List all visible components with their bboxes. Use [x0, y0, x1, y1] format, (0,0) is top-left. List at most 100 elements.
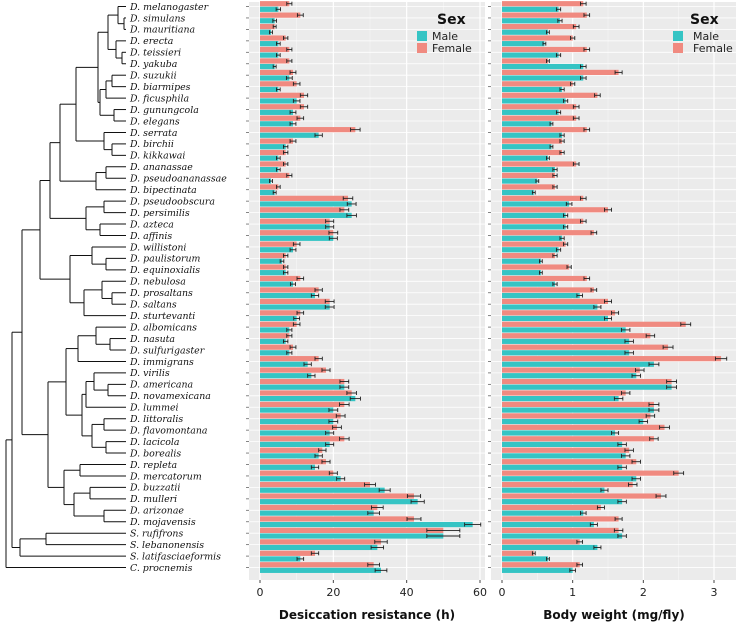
- weight-bar-male-d-ananassae: [502, 167, 555, 173]
- weight-bar-female-d-suzukii: [502, 69, 619, 75]
- weight-bar-female-d-affinis: [502, 230, 594, 236]
- desiccation-bar-male-d-nasuta: [260, 338, 286, 344]
- species-label-d-birchii: D. birchii: [129, 139, 174, 150]
- desiccation-bar-female-d-paulistorum: [260, 253, 286, 259]
- weight-bar-female-d-elegans: [502, 115, 577, 121]
- desiccation-bar-male-d-saltans: [260, 304, 330, 310]
- species-label-d-novamexicana: D. novamexicana: [129, 391, 211, 402]
- weight-bar-female-d-sturtevanti: [502, 310, 616, 316]
- weight-bar-female-d-serrata: [502, 127, 587, 133]
- weight-bar-female-d-simulans: [502, 12, 587, 18]
- desiccation-bar-male-d-simulans: [260, 18, 275, 24]
- weight-bar-male-d-azteca: [502, 224, 566, 230]
- phylogenetic-tree: [5, 6, 126, 569]
- desiccation-bar-female-d-melanogaster: [260, 1, 290, 7]
- weight-bar-female-d-mercatorum: [502, 470, 679, 476]
- weight-bar-male-d-buzzatii: [502, 487, 605, 493]
- desiccation-tick-label: 20: [326, 586, 340, 599]
- species-label-d-lummei: D. lummei: [129, 403, 179, 414]
- species-label-d-pseudoananassae: D. pseudoananassae: [129, 174, 227, 185]
- desiccation-bar-male-d-sturtevanti: [260, 315, 297, 322]
- desiccation-bar-male-s-lebanonensis: [260, 544, 378, 551]
- weight-bar-female-d-borealis: [502, 447, 630, 453]
- weight-bar-male-d-persimilis: [502, 212, 566, 218]
- desiccation-bar-male-d-paulistorum: [260, 258, 282, 264]
- desiccation-bar-female-d-azteca: [260, 218, 330, 224]
- weight-bar-male-d-flavomontana: [502, 430, 616, 436]
- desiccation-bar-male-d-melanogaster: [260, 6, 279, 12]
- weight-bar-male-s-rufifrons: [502, 533, 623, 539]
- desiccation-legend-male-swatch: [417, 31, 427, 41]
- desiccation-bar-female-d-lummei: [260, 401, 345, 408]
- weight-bar-female-d-nasuta: [502, 333, 651, 339]
- species-label-d-sulfurigaster: D. sulfurigaster: [129, 345, 205, 356]
- species-label-d-buzzatii: D. buzzatii: [129, 483, 180, 494]
- weight-bar-female-d-equinoxialis: [502, 264, 570, 270]
- desiccation-tick-label: 40: [400, 586, 414, 599]
- weight-bar-female-d-lacicola: [502, 436, 654, 442]
- weight-legend-female-label: Female: [693, 42, 733, 55]
- desiccation-bar-female-c-procnemis: [260, 562, 374, 568]
- desiccation-bar-female-d-ficusphila: [260, 92, 304, 98]
- weight-bar-male-d-repleta: [502, 464, 623, 470]
- desiccation-bar-male-d-bipectinata: [260, 189, 275, 196]
- weight-bar-female-c-procnemis: [502, 562, 580, 568]
- desiccation-bar-male-d-ficusphila: [260, 98, 297, 104]
- desiccation-bar-male-d-yakuba: [260, 63, 275, 70]
- desiccation-bar-female-d-mauritiana: [260, 24, 275, 30]
- weight-bar-female-d-prosaltans: [502, 287, 594, 293]
- weight-bar-female-d-virilis: [502, 367, 640, 373]
- weight-bar-male-d-birchii: [502, 144, 552, 150]
- desiccation-tick-label: 60: [473, 586, 487, 599]
- desiccation-bar-male-d-immigrans: [260, 361, 308, 367]
- desiccation-bar-male-d-novamexicana: [260, 396, 356, 402]
- desiccation-panel: 0 20 40 60 Desiccation resistance (h): [246, 1, 487, 622]
- desiccation-bar-female-d-pseudoobscura: [260, 195, 348, 201]
- desiccation-bar-male-d-nebulosa: [260, 281, 293, 287]
- weight-bar-male-d-equinoxialis: [502, 270, 541, 276]
- weight-bar-male-d-bipectinata: [502, 189, 534, 196]
- desiccation-bar-male-d-arizonae: [260, 510, 374, 516]
- desiccation-legend: Sex Male Female: [417, 12, 472, 55]
- desiccation-bar-male-d-lacicola: [260, 441, 330, 447]
- species-label-d-elegans: D. elegans: [129, 116, 180, 127]
- species-label-d-serrata: D. serrata: [129, 128, 177, 139]
- desiccation-bar-female-d-buzzatii: [260, 482, 370, 488]
- desiccation-bar-male-d-mulleri: [260, 499, 418, 505]
- weight-bar-male-s-latifasciaeformis: [502, 556, 548, 562]
- desiccation-bar-female-d-yakuba: [260, 58, 290, 64]
- desiccation-bar-male-d-teissieri: [260, 52, 279, 58]
- species-label-d-virilis: D. virilis: [129, 368, 170, 379]
- weight-bar-male-d-pseudoananassae: [502, 178, 538, 184]
- species-label-d-pseudoobscura: D. pseudoobscura: [129, 196, 215, 207]
- weight-bar-female-d-mojavensis: [502, 516, 619, 522]
- species-label-d-saltans: D. saltans: [129, 300, 177, 311]
- desiccation-bar-female-d-prosaltans: [260, 287, 319, 293]
- weight-bar-female-d-mauritiana: [502, 24, 577, 30]
- desiccation-bar-female-d-nebulosa: [260, 275, 301, 282]
- desiccation-bar-male-d-pseudoobscura: [260, 201, 352, 207]
- weight-bar-male-d-virilis: [502, 373, 637, 379]
- desiccation-bar-female-d-borealis: [260, 447, 323, 453]
- desiccation-bar-male-d-mojavensis: [260, 521, 473, 528]
- desiccation-bar-female-d-pseudoananassae: [260, 172, 290, 179]
- desiccation-bar-male-d-erecta: [260, 41, 279, 47]
- weight-bar-female-d-kikkawai: [502, 149, 563, 156]
- weight-bar-male-d-sturtevanti: [502, 315, 608, 322]
- species-label-d-equinoxialis: D. equinoxialis: [129, 265, 200, 276]
- species-label-d-prosaltans: D. prosaltans: [129, 288, 193, 299]
- desiccation-bar-female-d-nasuta: [260, 333, 290, 339]
- weight-bar-female-d-pseudoobscura: [502, 195, 584, 201]
- weight-bar-female-d-bipectinata: [502, 184, 555, 190]
- weight-bar-female-d-pseudoananassae: [502, 172, 555, 179]
- species-label-s-latifasciaeformis: S. latifasciaeformis: [130, 551, 221, 562]
- desiccation-bar-male-d-flavomontana: [260, 430, 330, 436]
- species-label-d-bipectinata: D. bipectinata: [129, 185, 197, 196]
- weight-legend-female-swatch: [673, 43, 683, 53]
- desiccation-bar-male-d-repleta: [260, 464, 315, 470]
- desiccation-bar-female-d-virilis: [260, 367, 326, 373]
- desiccation-bar-female-d-sturtevanti: [260, 310, 301, 316]
- weight-bar-female-d-americana: [502, 378, 672, 385]
- desiccation-bar-female-d-flavomontana: [260, 424, 337, 430]
- desiccation-bar-male-d-ananassae: [260, 167, 279, 173]
